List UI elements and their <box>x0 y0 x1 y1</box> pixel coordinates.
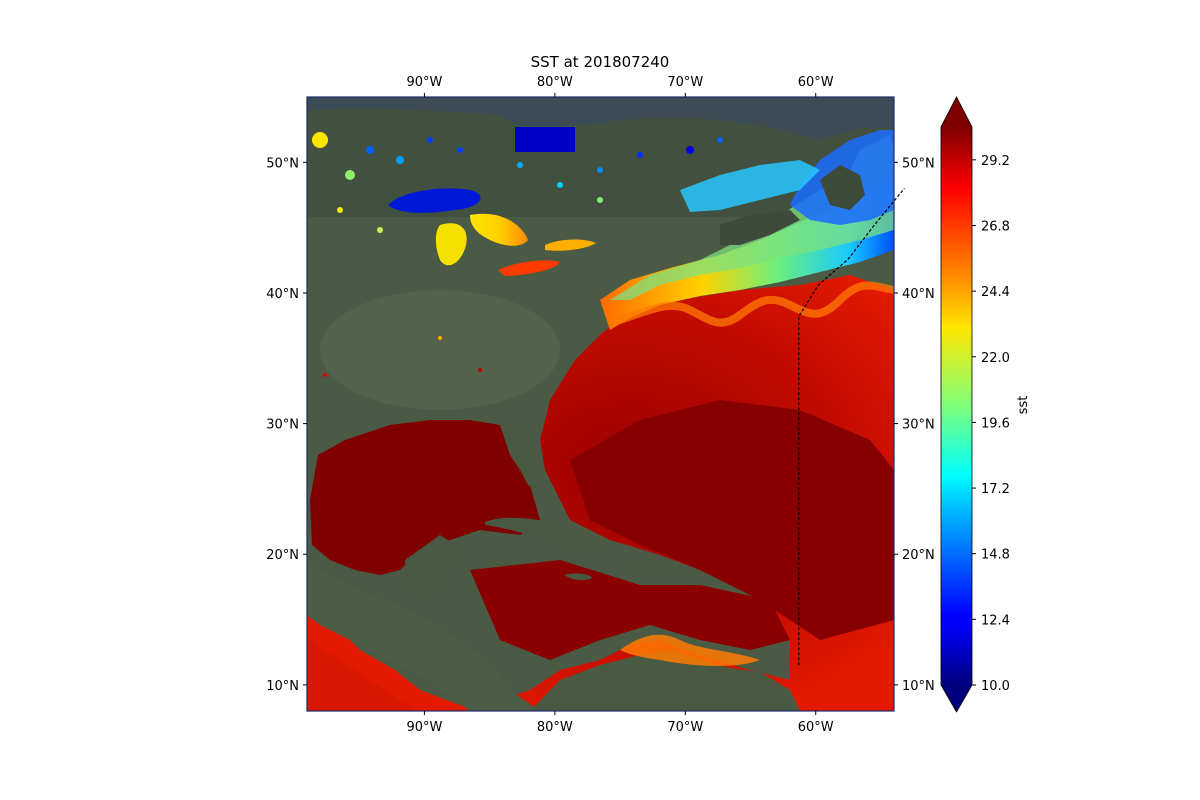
lat-tick-label-left: 30°N <box>266 418 299 433</box>
colorbar-extend-max <box>941 97 972 127</box>
colorbar-tick-label: 24.4 <box>981 285 1010 300</box>
lat-tick-label-right: 10°N <box>902 679 935 694</box>
caribbean-sst <box>470 560 790 660</box>
yucatan-land <box>405 535 455 600</box>
south-america-land <box>530 650 800 711</box>
lon-tick-label-bottom: 90°W <box>406 720 442 735</box>
newfoundland-land <box>820 165 865 210</box>
lon-tick-label-top: 60°W <box>798 75 834 90</box>
nova-scotia-land <box>720 210 800 245</box>
colorbar-tick-label: 29.2 <box>981 154 1010 169</box>
pacific-sst <box>307 640 420 711</box>
gulf-stream-front <box>618 281 894 327</box>
colorbar[interactable]: 10.0 12.4 14.8 17.2 19.6 22.0 24.4 26.8 29.2 sst <box>940 96 1031 713</box>
colorbar-tick-label: 17.2 <box>981 482 1010 497</box>
lon-tick-label-bottom: 70°W <box>667 720 703 735</box>
jamaica-land <box>565 573 592 581</box>
south-caribbean-upwelling <box>620 634 760 666</box>
lat-tick-label-left: 10°N <box>266 679 299 694</box>
plot-title: SST at 201807240 <box>531 53 670 71</box>
lake-huron-sst <box>470 213 528 246</box>
lake-michigan-sst <box>435 223 467 266</box>
st-lawrence-sst <box>680 160 820 212</box>
lon-tick-label-top: 70°W <box>667 75 703 90</box>
canadian-lakes <box>312 132 723 377</box>
gulf-of-mexico-sst <box>310 420 540 575</box>
lat-tick-label-left: 20°N <box>266 548 299 563</box>
lat-tick-label-left: 40°N <box>266 287 299 302</box>
hudson-bay-sst <box>515 127 575 152</box>
track-line <box>798 188 905 666</box>
longitude-ticks-bottom: 90°W 80°W 70°W 60°W <box>406 711 834 735</box>
lake-erie-sst <box>498 260 560 276</box>
lat-tick-label-right: 30°N <box>902 418 935 433</box>
colorbar-label: sst <box>1016 396 1031 415</box>
lake-ontario-sst <box>545 239 596 251</box>
colorbar-body <box>941 127 972 685</box>
sargasso-sst <box>570 400 894 640</box>
lake-superior-sst <box>388 188 481 213</box>
lat-tick-label-right: 50°N <box>902 156 935 171</box>
central-america-land <box>307 560 540 711</box>
lon-tick-label-top: 90°W <box>406 75 442 90</box>
hispaniola-land <box>620 558 690 576</box>
lon-tick-label-top: 80°W <box>537 75 573 90</box>
lat-tick-label-right: 20°N <box>902 548 935 563</box>
colorbar-tick-label: 22.0 <box>981 351 1010 366</box>
latitude-ticks-left: 50°N 40°N 30°N 20°N 10°N <box>266 156 307 694</box>
map-frame <box>306 96 895 712</box>
florida-land <box>505 425 540 490</box>
colorbar-tick-label: 26.8 <box>981 219 1010 234</box>
map-panel[interactable] <box>307 97 894 711</box>
colorbar-tick-label: 12.4 <box>981 613 1010 628</box>
colorbar-tick-label: 10.0 <box>981 679 1010 694</box>
colorbar-ticks: 10.0 12.4 14.8 17.2 19.6 22.0 24.4 26.8 29.2 <box>972 154 1010 694</box>
colorbar-tick-label: 19.6 <box>981 416 1010 431</box>
latitude-ticks-right: 50°N 40°N 30°N 20°N 10°N <box>894 156 935 694</box>
lat-tick-label-left: 50°N <box>266 156 299 171</box>
cuba-land <box>485 517 609 553</box>
colorbar-tick-label: 14.8 <box>981 548 1010 563</box>
lon-tick-label-bottom: 80°W <box>537 720 573 735</box>
land-shading-appalachian <box>320 290 560 410</box>
longitude-ticks-top: 90°W 80°W 70°W 60°W <box>406 75 834 97</box>
northern-water <box>307 97 894 140</box>
lon-tick-label-bottom: 60°W <box>798 720 834 735</box>
colorbar-extend-min <box>941 685 972 712</box>
colorbar-outline <box>940 96 973 713</box>
lat-tick-label-right: 40°N <box>902 287 935 302</box>
